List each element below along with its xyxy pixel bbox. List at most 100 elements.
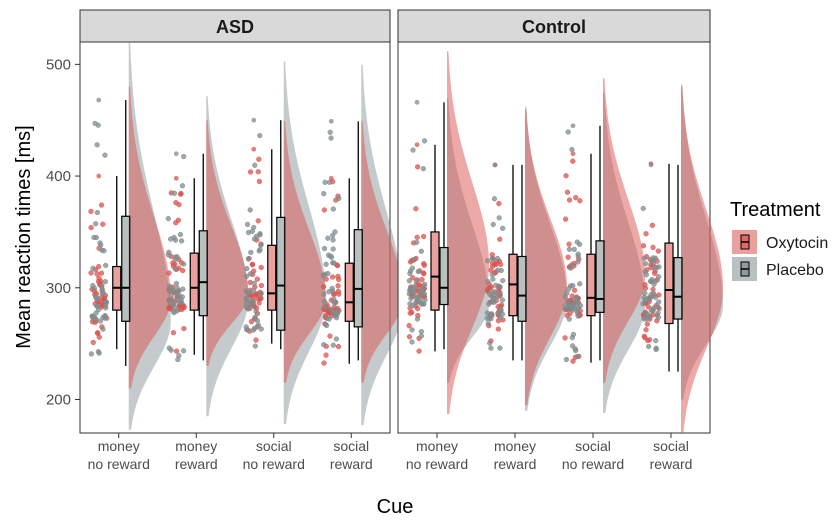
data-point-oxytocin xyxy=(327,333,333,339)
data-point-placebo xyxy=(247,207,253,213)
data-point-placebo xyxy=(643,272,650,278)
data-point-placebo xyxy=(489,272,495,278)
data-point-placebo xyxy=(172,266,178,272)
data-point-placebo xyxy=(98,283,104,289)
group-2: social no reward xyxy=(562,77,645,472)
data-point-placebo xyxy=(251,280,257,286)
data-point-oxytocin xyxy=(323,352,329,358)
density-cloud-oxytocin xyxy=(603,77,645,383)
data-point-oxytocin xyxy=(94,330,101,336)
x-tick-label: reward xyxy=(330,456,373,472)
data-point-oxytocin xyxy=(566,241,572,247)
data-point-oxytocin xyxy=(406,322,412,329)
density-cloud-oxytocin xyxy=(206,120,249,366)
group-3: social reward xyxy=(320,64,404,472)
data-point-placebo xyxy=(413,278,420,284)
data-point-placebo xyxy=(655,304,661,310)
data-point-oxytocin xyxy=(570,151,576,157)
data-point-placebo xyxy=(88,351,95,357)
data-point-oxytocin xyxy=(336,276,342,283)
data-point-placebo xyxy=(575,259,581,265)
data-point-placebo xyxy=(409,339,415,345)
density-cloud-oxytocin xyxy=(681,86,723,433)
data-point-placebo xyxy=(96,97,102,103)
data-point-oxytocin xyxy=(655,248,662,254)
data-point-placebo xyxy=(565,129,571,135)
data-point-oxytocin xyxy=(170,330,177,336)
box-oxytocin xyxy=(267,244,277,311)
data-point-placebo xyxy=(180,261,187,267)
data-point-placebo xyxy=(96,350,102,356)
data-point-placebo xyxy=(94,209,101,216)
data-point-placebo xyxy=(647,295,654,301)
data-point-placebo xyxy=(168,347,174,353)
density-cloud-oxytocin xyxy=(128,86,171,389)
data-point-oxytocin xyxy=(175,217,181,223)
data-point-placebo xyxy=(574,353,581,360)
x-tick-label: money xyxy=(416,438,458,454)
y-tick-label: 200 xyxy=(46,391,71,408)
data-point-placebo xyxy=(103,299,109,305)
data-point-placebo xyxy=(178,238,185,244)
panel-asd: ASD money no reward money reward social no rew… xyxy=(79,9,404,472)
box-oxytocin xyxy=(586,253,596,317)
data-point-placebo xyxy=(569,335,575,341)
data-point-placebo xyxy=(180,286,186,292)
x-tick-label: social xyxy=(653,438,689,454)
data-point-placebo xyxy=(323,261,329,267)
data-point-placebo xyxy=(170,308,177,314)
data-point-placebo xyxy=(165,215,171,222)
data-point-placebo xyxy=(640,301,646,307)
data-point-oxytocin xyxy=(421,233,427,240)
data-point-placebo xyxy=(248,249,254,256)
legend: Treatment Oxytocin Placebo xyxy=(730,199,828,281)
data-point-placebo xyxy=(174,297,181,303)
data-point-placebo xyxy=(421,138,428,144)
data-point-placebo xyxy=(418,248,424,254)
data-point-placebo xyxy=(490,221,496,228)
data-point-placebo xyxy=(641,255,647,261)
data-point-oxytocin xyxy=(179,306,185,313)
data-point-oxytocin xyxy=(88,270,94,276)
x-tick-label: social xyxy=(575,438,611,454)
data-point-placebo xyxy=(488,345,494,351)
data-point-placebo xyxy=(650,305,657,311)
data-point-placebo xyxy=(422,297,428,303)
data-point-placebo xyxy=(653,338,659,344)
data-point-placebo xyxy=(484,310,491,316)
data-point-oxytocin xyxy=(409,309,415,316)
facet-title: ASD xyxy=(216,17,254,37)
data-point-placebo xyxy=(328,118,334,124)
data-point-placebo xyxy=(410,147,416,153)
data-point-placebo xyxy=(176,353,182,359)
data-point-placebo xyxy=(90,265,96,271)
y-axis-label: Mean reaction times [ms] xyxy=(13,125,35,348)
data-point-placebo xyxy=(333,315,340,321)
data-point-placebo xyxy=(332,299,338,306)
data-point-placebo xyxy=(252,162,258,168)
density-cloud-oxytocin xyxy=(447,50,489,415)
data-point-placebo xyxy=(570,282,576,289)
data-point-oxytocin xyxy=(176,201,182,208)
data-point-placebo xyxy=(421,291,428,297)
data-point-placebo xyxy=(330,237,336,243)
data-point-oxytocin xyxy=(98,202,105,208)
data-point-placebo xyxy=(414,99,420,105)
data-point-placebo xyxy=(321,304,328,310)
data-point-placebo xyxy=(321,291,327,297)
data-point-oxytocin xyxy=(562,216,569,222)
data-point-oxytocin xyxy=(643,327,649,333)
data-point-placebo xyxy=(488,288,494,295)
data-point-placebo xyxy=(332,229,338,235)
box-oxytocin xyxy=(189,252,199,311)
data-point-oxytocin xyxy=(565,254,571,260)
data-point-placebo xyxy=(102,152,108,158)
data-point-placebo xyxy=(251,117,257,123)
data-point-placebo xyxy=(569,146,575,153)
data-point-oxytocin xyxy=(640,243,647,249)
data-point-placebo xyxy=(177,231,184,238)
data-point-oxytocin xyxy=(88,224,94,231)
data-point-oxytocin xyxy=(166,270,172,276)
data-point-oxytocin xyxy=(258,282,265,289)
data-point-oxytocin xyxy=(642,285,649,291)
